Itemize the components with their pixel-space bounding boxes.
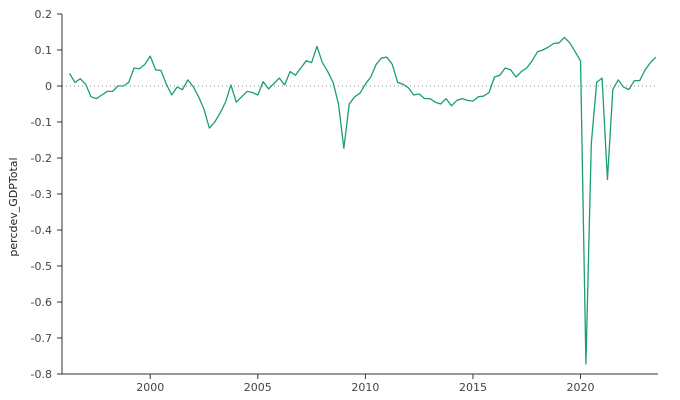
y-tick-label: 0 [45, 80, 52, 93]
x-tick-label: 2010 [351, 381, 379, 394]
y-tick-label: -0.6 [31, 296, 52, 309]
x-tick-label: 2015 [459, 381, 487, 394]
y-tick-label: -0.1 [31, 116, 52, 129]
y-axis-title: percdev_GDPTotal [7, 157, 20, 256]
y-tick-label: 0.1 [35, 44, 53, 57]
y-tick-label: -0.4 [31, 224, 52, 237]
y-tick-label: -0.5 [31, 260, 52, 273]
y-tick-label: -0.7 [31, 332, 52, 345]
series-group [68, 36, 657, 365]
y-tick-label: 0.2 [35, 8, 53, 21]
x-tick-label: 2020 [567, 381, 595, 394]
x-tick-label: 2005 [244, 381, 272, 394]
y-tick-label: -0.3 [31, 188, 52, 201]
y-axis: 0.2 0.1 0 -0.1 -0.2 -0.3 -0.4 -0.5 -0.6 -0.7 -0.8 [31, 8, 63, 381]
series-line [68, 36, 657, 365]
y-tick-label: -0.2 [31, 152, 52, 165]
y-tick-label: -0.8 [31, 368, 52, 381]
x-axis: 2000 2005 2010 2015 2020 [62, 373, 658, 394]
x-tick-label: 2000 [136, 381, 164, 394]
